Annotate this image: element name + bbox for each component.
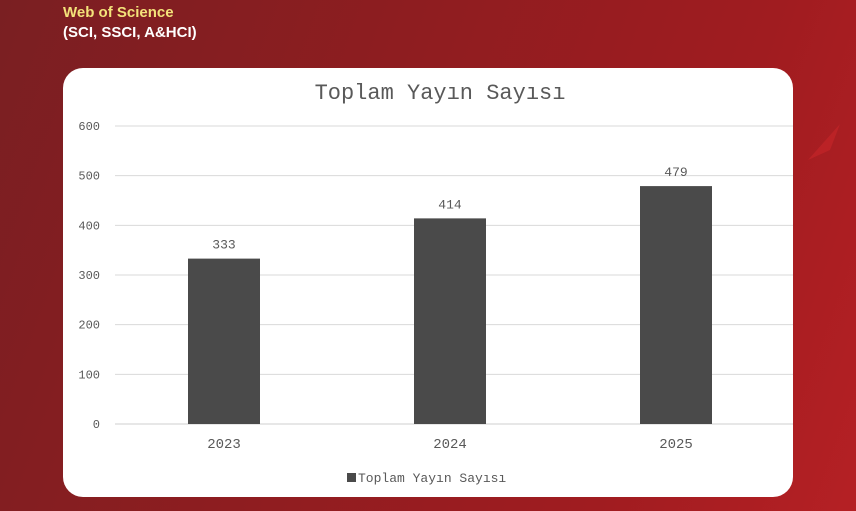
data-label: 479 xyxy=(664,165,687,180)
chart-title: Toplam Yayın Sayısı xyxy=(315,81,566,106)
section-heading: Web of Science (SCI, SSCI, A&HCI) xyxy=(63,3,197,43)
y-tick-label: 0 xyxy=(93,418,100,432)
y-tick-label: 200 xyxy=(78,319,100,333)
y-tick-label: 500 xyxy=(78,170,100,184)
bar-2025 xyxy=(640,186,712,424)
arrow-decoration-icon xyxy=(808,124,840,160)
heading-line-1: Web of Science xyxy=(63,4,174,21)
legend-swatch xyxy=(347,473,356,482)
data-label: 333 xyxy=(212,238,235,253)
y-tick-label: 300 xyxy=(78,269,100,283)
y-tick-label: 100 xyxy=(78,368,100,382)
legend-label: Toplam Yayın Sayısı xyxy=(358,471,506,486)
heading-line-2: (SCI, SSCI, A&HCI) xyxy=(63,24,197,41)
bar-2024 xyxy=(414,218,486,424)
bar-2023 xyxy=(188,258,260,424)
x-tick-label: 2025 xyxy=(659,437,693,453)
x-tick-label: 2023 xyxy=(207,437,241,453)
data-label: 414 xyxy=(438,197,462,212)
y-tick-label: 600 xyxy=(78,120,100,134)
y-tick-label: 400 xyxy=(78,219,100,233)
x-tick-label: 2024 xyxy=(433,437,467,453)
